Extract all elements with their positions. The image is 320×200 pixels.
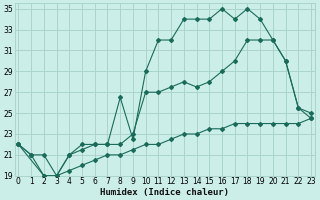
X-axis label: Humidex (Indice chaleur): Humidex (Indice chaleur)	[100, 188, 229, 197]
